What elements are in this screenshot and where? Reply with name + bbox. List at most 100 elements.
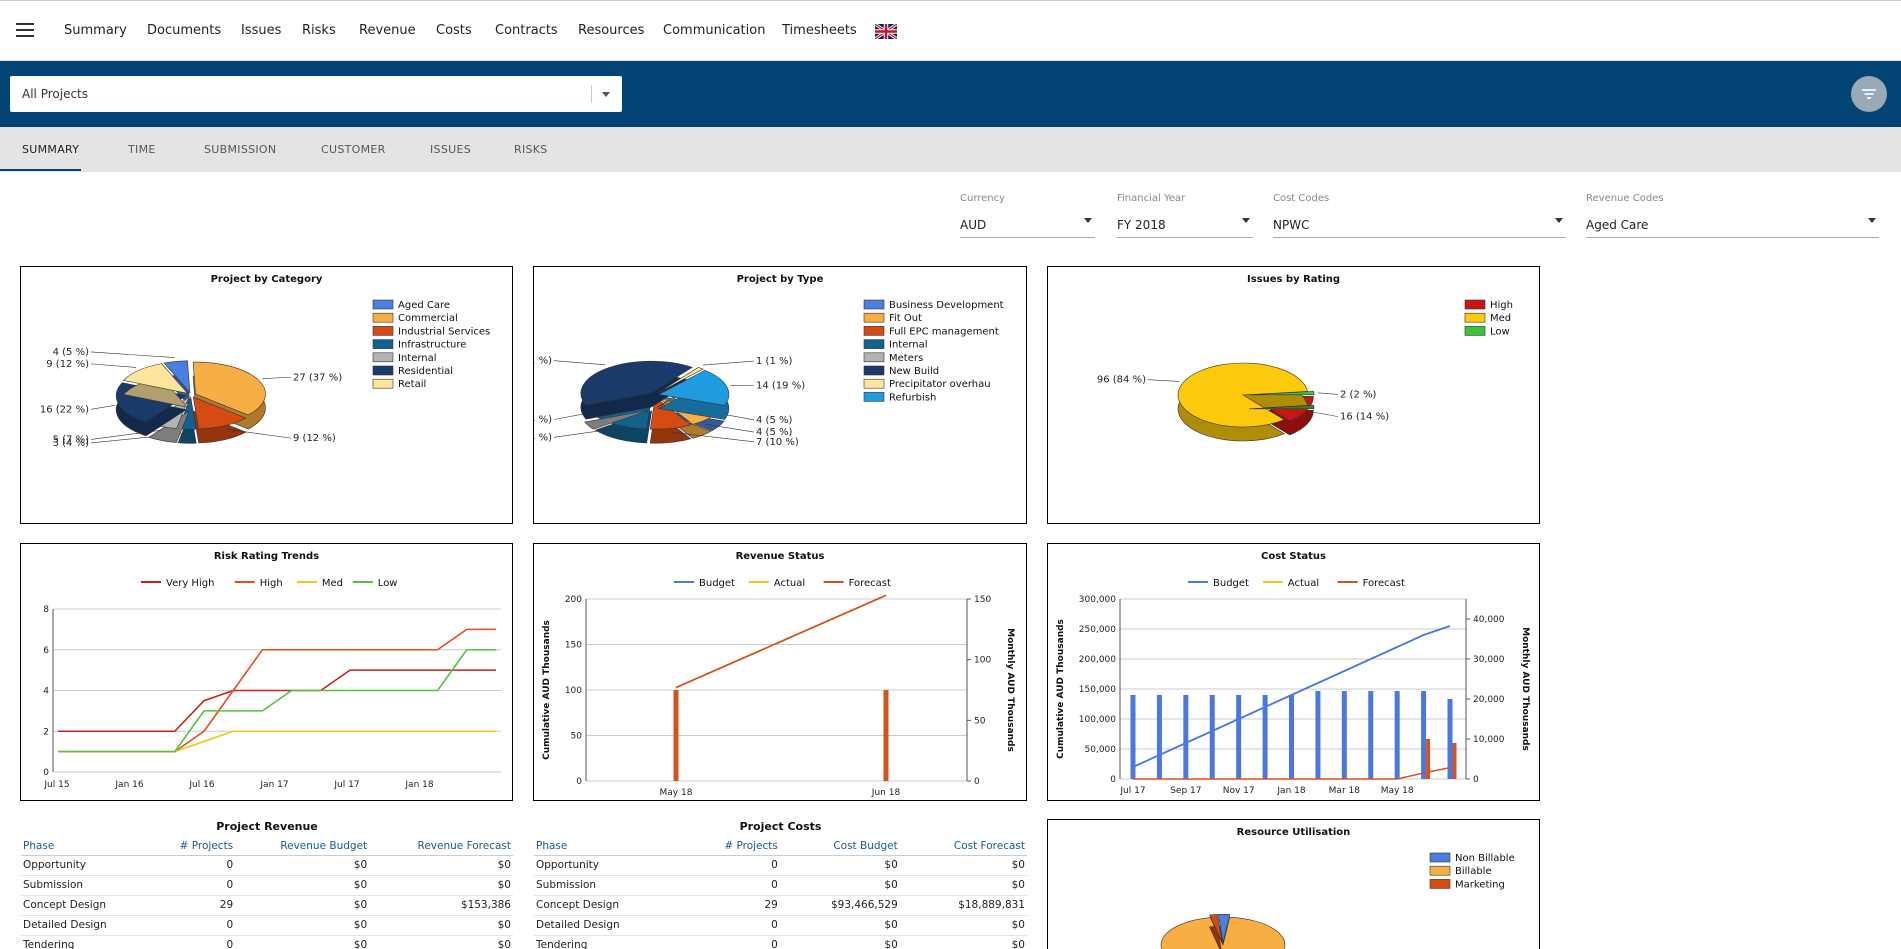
column-header[interactable]: # Projects <box>150 838 236 856</box>
legend-entry: New Build <box>889 366 939 377</box>
y-tick-label: 0 <box>576 777 582 787</box>
nav-timesheets[interactable]: Timesheets <box>782 23 857 38</box>
nav-resources[interactable]: Resources <box>578 23 645 38</box>
budget-bar <box>1262 695 1268 779</box>
pie-slice-top <box>192 396 247 430</box>
legend-entry: Budget <box>699 578 735 589</box>
table-header-row: Phase # Projects Revenue Budget Revenue For… <box>21 838 513 856</box>
tab-customer[interactable]: CUSTOMER <box>321 143 386 156</box>
cost-codes-select[interactable]: NPWC <box>1273 214 1566 238</box>
x-tick-label: Jul 17 <box>1119 786 1145 796</box>
y2-tick-label: 100 <box>974 656 991 666</box>
table-row[interactable]: Concept Design 29 $0 $153,386 <box>21 895 513 916</box>
menu-icon[interactable] <box>16 23 34 37</box>
column-header[interactable]: # Projects <box>682 838 780 856</box>
tab-submission[interactable]: SUBMISSION <box>204 143 277 156</box>
revenue-codes-filter: Revenue Codes Aged Care <box>1586 193 1879 238</box>
table-cell: $93,466,529 <box>779 895 900 916</box>
table-cell: $18,889,831 <box>899 895 1027 916</box>
pie-data-label: 7 (10 %) <box>756 437 799 448</box>
financial-year-select[interactable]: FY 2018 <box>1117 214 1253 238</box>
pie-slice-top <box>1248 391 1315 396</box>
table-cell: 0 <box>682 855 780 876</box>
nav-summary[interactable]: Summary <box>64 23 127 38</box>
nav-revenue[interactable]: Revenue <box>359 23 416 38</box>
legend-swatch <box>863 392 885 402</box>
project-costs-section: Project Costs Phase # Projects Cost Budget… <box>534 820 1027 949</box>
tab-time[interactable]: TIME <box>128 143 156 156</box>
pie-slice-top <box>163 360 191 394</box>
uk-flag-icon[interactable] <box>875 24 897 39</box>
table-row[interactable]: Tendering 0 $0 $0 <box>534 935 1027 949</box>
table-row[interactable]: Detailed Design 0 $0 $0 <box>21 915 513 936</box>
table-cell: 0 <box>682 915 780 936</box>
budget-bar <box>1315 691 1321 779</box>
column-header[interactable]: Phase <box>21 838 151 856</box>
pie-label-leader <box>553 360 606 366</box>
table-row[interactable]: Submission 0 $0 $0 <box>21 875 513 896</box>
table-cell: $0 <box>369 855 513 876</box>
legend-entry: Fit Out <box>889 313 922 324</box>
legend-swatch <box>863 352 885 363</box>
chevron-down-icon <box>1555 218 1563 223</box>
table-row[interactable]: Tendering 0 $0 $0 <box>21 935 513 949</box>
pie-slice-top <box>1209 914 1223 943</box>
legend-entry: Commercial <box>398 313 458 324</box>
legend-entry: High <box>260 578 283 589</box>
pie-data-label: 2 (2 %) <box>1340 389 1376 400</box>
tab-summary[interactable]: SUMMARY <box>22 143 80 156</box>
column-header[interactable]: Cost Budget <box>779 838 900 856</box>
legend-entry: Actual <box>774 578 805 589</box>
nav-costs[interactable]: Costs <box>436 23 472 38</box>
resource-utilisation-panel: Resource Utilisation 95 %Non BillableBil… <box>1047 819 1540 949</box>
filter-button[interactable] <box>1851 76 1887 112</box>
revenue-codes-select[interactable]: Aged Care <box>1586 214 1879 238</box>
currency-select[interactable]: AUD <box>960 214 1095 238</box>
tab-issues[interactable]: ISSUES <box>430 143 471 156</box>
tab-risks[interactable]: RISKS <box>514 143 548 156</box>
select-separator <box>591 85 592 103</box>
nav-contracts[interactable]: Contracts <box>495 23 558 38</box>
table-row[interactable]: Concept Design 29 $93,466,529 $18,889,831 <box>534 895 1027 916</box>
table-row[interactable]: Submission 0 $0 $0 <box>534 875 1027 896</box>
revenue-status-panel: Revenue Status Budget Actual Forecast 0 50 10… <box>533 543 1027 801</box>
nav-communication[interactable]: Communication <box>663 23 766 38</box>
nav-risks[interactable]: Risks <box>302 23 336 38</box>
y-axis-label: Cumulative AUD Thousands <box>542 620 552 760</box>
pie-data-label: 4 (5 %) <box>756 427 792 438</box>
x-tick-label: May 18 <box>660 788 693 798</box>
column-header[interactable]: Cost Forecast <box>899 838 1027 856</box>
legend-swatch <box>863 312 885 323</box>
pie-label-leader <box>90 351 175 358</box>
y-tick-label: 0 <box>43 768 49 778</box>
table-cell: Submission <box>534 875 683 896</box>
table-row[interactable]: Opportunity 0 $0 $0 <box>21 855 513 876</box>
table-cell: $0 <box>235 935 370 949</box>
budget-bar <box>1183 695 1189 779</box>
table-row[interactable]: Detailed Design 0 $0 $0 <box>534 915 1027 936</box>
column-header[interactable]: Revenue Forecast <box>369 838 513 856</box>
table-row[interactable]: Opportunity 0 $0 $0 <box>534 855 1027 876</box>
project-select[interactable]: All Projects <box>10 76 622 112</box>
legend-entry: Infrastructure <box>398 340 466 351</box>
pie-slice-refurbish <box>657 369 730 420</box>
pie-data-label: 3 (4 %) <box>53 438 89 449</box>
project-select-value: All Projects <box>22 87 88 101</box>
column-header[interactable]: Revenue Budget <box>235 838 370 856</box>
table-cell: Submission <box>21 875 151 896</box>
risk-rating-trends-chart: Very High High Med Low 0 2 4 6 8 Jul 15 Jan 16 Jul … <box>43 578 501 790</box>
legend-entry: Very High <box>166 578 214 589</box>
pie-data-label: 4 (5 %) <box>756 415 792 426</box>
pie-slice-billable <box>1160 916 1286 949</box>
pie-label-leader <box>553 413 586 420</box>
nav-documents[interactable]: Documents <box>147 23 222 38</box>
project-revenue-table: Phase # Projects Revenue Budget Revenue For… <box>21 838 513 949</box>
y-tick-label: 8 <box>43 605 49 615</box>
legend-swatch <box>372 299 394 310</box>
legend-entry: Retail <box>398 379 426 390</box>
nav-issues[interactable]: Issues <box>241 23 282 38</box>
column-header[interactable]: Phase <box>534 838 683 856</box>
legend-entry: Industrial Services <box>398 326 490 337</box>
budget-bar <box>1156 695 1162 779</box>
budget-bar <box>1209 695 1215 779</box>
